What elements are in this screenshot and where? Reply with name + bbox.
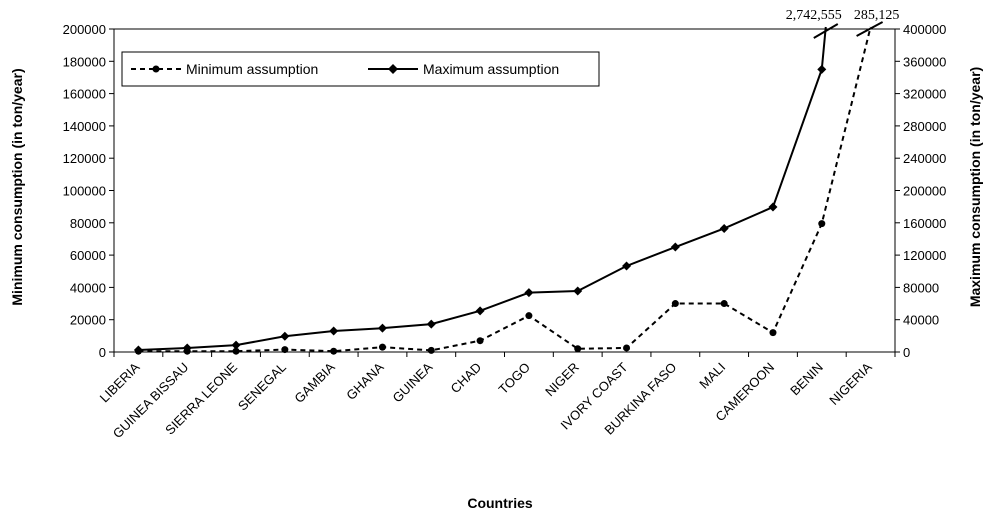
right-tick-label: 160000 <box>903 216 946 231</box>
max-assumption-point <box>768 202 778 212</box>
min-assumption-point <box>623 344 631 352</box>
max-assumption-point <box>377 323 387 333</box>
left-tick-label: 80000 <box>70 216 106 231</box>
left-tick-label: 100000 <box>63 184 106 199</box>
legend: Minimum assumption Maximum assumption <box>121 51 600 87</box>
left-tick-label: 180000 <box>63 54 106 69</box>
max-assumption-point <box>719 223 729 233</box>
right-tick-label: 40000 <box>903 313 939 328</box>
x-axis-title: Countries <box>467 495 533 511</box>
max-assumption-point <box>817 64 827 74</box>
left-tick-label: 200000 <box>63 22 106 37</box>
min-assumption-point <box>720 300 728 308</box>
min-assumption-point <box>378 343 386 351</box>
annotation-min-nigeria: 285,125 <box>854 8 900 23</box>
right-tick-label: 280000 <box>903 119 946 134</box>
left-tick-label: 60000 <box>70 248 106 263</box>
annotation-max-benin: 2,742,555 <box>786 8 842 23</box>
min-assumption-point <box>232 347 240 355</box>
max-assumption-point <box>670 242 680 252</box>
axis-break-mark <box>856 21 884 37</box>
right-tick-label: 360000 <box>903 54 946 69</box>
category-label: NIGERIA <box>826 359 875 408</box>
right-tick-label: 400000 <box>903 22 946 37</box>
annotations-group: 2,742,555 285,125 <box>786 8 900 39</box>
min-assumption-point <box>671 300 679 308</box>
max-assumption-point <box>133 345 143 355</box>
category-label: GUINEA <box>390 359 436 405</box>
max-assumption-point <box>426 319 436 329</box>
min-assumption-point <box>427 346 435 354</box>
right-tick-label: 240000 <box>903 151 946 166</box>
min-assumption-point <box>818 220 826 228</box>
category-label: LIBERIA <box>97 359 143 405</box>
ticks-group: 0 20000 40000 60000 80000 100000 120000 140000 1… <box>63 22 947 360</box>
min-assumption-point <box>281 346 289 354</box>
left-tick-label: 0 <box>99 345 106 360</box>
min-assumption-point <box>330 347 338 355</box>
right-tick-label: 200000 <box>903 184 946 199</box>
max-assumption-point <box>622 261 632 271</box>
left-tick-label: 40000 <box>70 280 106 295</box>
max-assumption-point <box>329 326 339 336</box>
category-label: TOGO <box>496 360 534 398</box>
max-assumption-line <box>138 26 827 351</box>
left-y-axis-title: Minimum consumption (in ton/year) <box>9 68 25 305</box>
max-assumption-point <box>475 306 485 316</box>
min-assumption-line <box>138 26 872 353</box>
legend-max-marker <box>388 64 398 74</box>
legend-max-label: Maximum assumption <box>423 61 559 77</box>
right-tick-label: 0 <box>903 345 910 360</box>
left-tick-label: 140000 <box>63 119 106 134</box>
right-tick-label: 80000 <box>903 280 939 295</box>
max-assumption-point <box>182 343 192 353</box>
min-assumption-point <box>525 312 533 320</box>
legend-box <box>121 51 600 87</box>
left-tick-label: 160000 <box>63 87 106 102</box>
min-assumption-point <box>476 337 484 345</box>
category-label: GHANA <box>343 359 387 403</box>
min-assumption-point <box>769 329 777 337</box>
category-label: BENIN <box>787 360 826 399</box>
category-label: MALI <box>696 360 728 392</box>
category-label: CHAD <box>448 360 485 397</box>
series-group <box>133 26 872 355</box>
max-assumption-point <box>573 286 583 296</box>
max-assumption-point <box>524 288 534 298</box>
category-label: SENEGAL <box>235 360 289 414</box>
left-tick-label: 120000 <box>63 151 106 166</box>
axis-break-mark <box>813 23 839 39</box>
legend-min-label: Minimum assumption <box>186 61 318 77</box>
right-tick-label: 320000 <box>903 87 946 102</box>
left-tick-label: 20000 <box>70 313 106 328</box>
legend-min-marker <box>152 65 160 73</box>
category-label: NIGER <box>542 360 582 400</box>
category-label: GAMBIA <box>291 359 338 406</box>
right-y-axis-title: Maximum consumption (in ton/year) <box>967 67 983 307</box>
max-assumption-point <box>280 331 290 341</box>
right-tick-label: 120000 <box>903 248 946 263</box>
min-assumption-point <box>574 345 582 353</box>
max-assumption-point <box>231 340 241 350</box>
